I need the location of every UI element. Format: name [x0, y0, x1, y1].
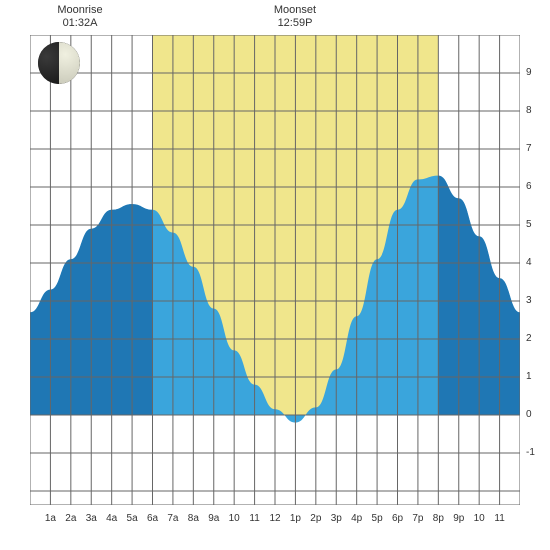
- chart-svg: [30, 35, 520, 505]
- y-tick-label: 5: [526, 219, 532, 230]
- moonrise-time: 01:32A: [63, 17, 98, 29]
- y-tick-label: 6: [526, 181, 532, 192]
- chart-area: [30, 35, 520, 505]
- x-tick-label: 8p: [433, 513, 444, 524]
- x-tick-label: 3a: [86, 513, 97, 524]
- moonrise-title: Moonrise: [57, 4, 102, 16]
- x-tick-label: 6p: [392, 513, 403, 524]
- x-tick-label: 9p: [453, 513, 464, 524]
- tide-chart-container: Moonrise 01:32A Moonset 12:59P 1a 2a 3a 4a 5…: [0, 0, 550, 550]
- x-tick-label: 1a: [45, 513, 56, 524]
- x-tick-label: 9a: [208, 513, 219, 524]
- x-tick-label: 10: [474, 513, 485, 524]
- x-tick-label: 4p: [351, 513, 362, 524]
- moonset-time: 12:59P: [278, 17, 313, 29]
- y-tick-label: 0: [526, 409, 532, 420]
- moon-dark-half: [38, 42, 59, 84]
- x-tick-label: 5a: [127, 513, 138, 524]
- x-tick-label: 7a: [167, 513, 178, 524]
- x-tick-label: 11: [249, 513, 259, 524]
- moonset-label: Moonset 12:59P: [265, 4, 325, 30]
- y-tick-label: 2: [526, 333, 532, 344]
- moonrise-label: Moonrise 01:32A: [50, 4, 110, 30]
- x-tick-label: 2p: [310, 513, 321, 524]
- x-tick-label: 4a: [106, 513, 117, 524]
- x-tick-label: 12: [269, 513, 280, 524]
- moon-phase-icon: [38, 42, 80, 84]
- y-tick-label: 7: [526, 143, 532, 154]
- x-tick-label: 6a: [147, 513, 158, 524]
- y-tick-label: 9: [526, 67, 532, 78]
- y-tick-label: 8: [526, 105, 532, 116]
- y-tick-label: -1: [526, 447, 535, 458]
- x-tick-label: 5p: [372, 513, 383, 524]
- y-tick-label: 3: [526, 295, 532, 306]
- x-tick-label: 1p: [290, 513, 301, 524]
- moonset-title: Moonset: [274, 4, 316, 16]
- x-tick-label: 3p: [331, 513, 342, 524]
- x-tick-label: 8a: [188, 513, 199, 524]
- x-tick-label: 11: [494, 513, 504, 524]
- x-tick-label: 7p: [412, 513, 423, 524]
- y-tick-label: 1: [526, 371, 532, 382]
- x-tick-label: 10: [229, 513, 240, 524]
- x-tick-label: 2a: [65, 513, 76, 524]
- y-tick-label: 4: [526, 257, 532, 268]
